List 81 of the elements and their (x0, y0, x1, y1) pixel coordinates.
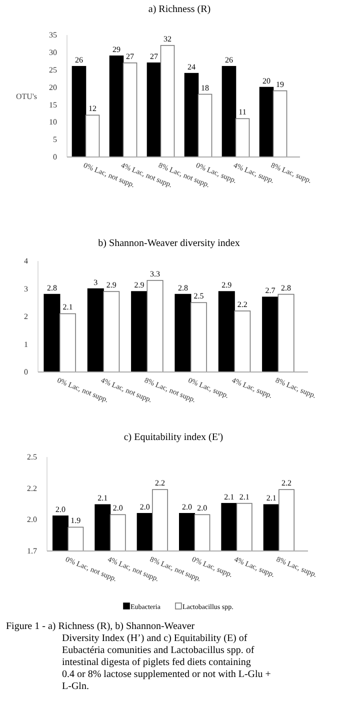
y-tick-label: 2.2 (27, 484, 37, 493)
data-label: 2.2 (282, 478, 292, 488)
bar (234, 310, 251, 372)
y-tick-label: 0 (24, 368, 28, 377)
bar (146, 280, 164, 372)
y-tick-label: 2 (24, 312, 28, 322)
bar (72, 66, 86, 158)
data-label: 2.8 (178, 283, 188, 292)
chart-title: b) Shannon-Weaver diversity index (98, 238, 240, 249)
data-label: 2.1 (98, 494, 108, 503)
bar (272, 90, 288, 158)
data-label: 2.8 (46, 283, 57, 292)
bar (174, 294, 192, 372)
data-label: 2.0 (140, 502, 150, 512)
y-tick-label: 3 (24, 284, 28, 294)
bar (222, 66, 236, 158)
y-tick-label: 35 (49, 30, 57, 40)
data-label: 2.1 (62, 302, 73, 312)
data-label: 12 (88, 104, 96, 114)
bar (259, 86, 274, 158)
bar (278, 294, 294, 372)
bar (59, 313, 76, 372)
data-label: 1.9 (70, 516, 81, 526)
chart-title: a) Richness (R) (148, 4, 211, 15)
bar (146, 62, 162, 158)
data-label: 11 (238, 108, 246, 117)
y-tick-label: 1 (24, 340, 28, 349)
bar (184, 72, 199, 158)
bar (85, 114, 100, 158)
bar (87, 288, 104, 372)
bar (131, 291, 148, 372)
caption: Figure 1 - a) Richness (R), b) Shannon-Weaver Diversity Index (H’) and c) Equitability (E) of Eubactéria comunities and Lactobacillus spp. of intestinal digesta of piglets fed diets containing 0.4 or 8% lactose supplemented or not with L-Glu + L-Gln. (6, 621, 272, 692)
chart-title: c) Equitability index (E') (124, 432, 224, 443)
y-tick-label: 25 (49, 65, 57, 74)
data-label: 2.0 (112, 504, 123, 513)
data-label: 2.2 (237, 300, 248, 309)
bar (109, 56, 124, 158)
data-label: 2.9 (222, 280, 232, 290)
data-label: 2.2 (155, 478, 166, 488)
data-label: 24 (188, 62, 196, 72)
data-label: 18 (201, 83, 209, 92)
data-label: 2.9 (106, 280, 116, 290)
bar (160, 45, 175, 158)
data-label: 20 (262, 76, 270, 86)
data-label: 2.8 (281, 283, 292, 292)
data-label: 3 (94, 278, 98, 287)
y-axis-title: OTU's (16, 92, 37, 101)
y-tick-label: 4 (24, 256, 28, 266)
data-label: 27 (126, 52, 134, 61)
y-tick-label: 2.0 (27, 515, 37, 524)
bar (190, 302, 207, 372)
data-label: 3.3 (150, 269, 160, 278)
y-tick-label: 15 (49, 100, 57, 110)
data-label: 2.1 (266, 494, 276, 503)
bar (262, 296, 279, 372)
data-label: 2.0 (182, 502, 192, 512)
data-label: 2.5 (194, 292, 204, 301)
bar (122, 62, 138, 158)
y-tick-label: 1.7 (27, 546, 37, 556)
data-label: 2.1 (239, 492, 250, 502)
data-label: 29 (112, 44, 120, 54)
data-label: 27 (150, 52, 158, 61)
y-tick-label: 10 (49, 118, 57, 127)
data-label: 2.0 (197, 504, 208, 513)
bar (198, 94, 212, 158)
data-label: 19 (276, 80, 284, 89)
bar (44, 294, 60, 372)
y-tick-label: 5 (53, 135, 57, 144)
data-label: 2.1 (224, 492, 234, 502)
bar (235, 118, 250, 158)
data-label: 32 (164, 34, 172, 44)
data-label: 26 (225, 55, 233, 64)
data-label: 2.7 (265, 286, 276, 296)
y-tick-label: 20 (49, 82, 57, 92)
y-tick-label: 30 (49, 48, 57, 57)
data-label: 2.9 (134, 280, 144, 290)
y-tick-label: 2.5 (27, 452, 37, 462)
bar (103, 291, 120, 372)
data-label: 26 (75, 55, 83, 64)
y-tick-label: 0 (53, 152, 57, 162)
bar (218, 291, 235, 372)
